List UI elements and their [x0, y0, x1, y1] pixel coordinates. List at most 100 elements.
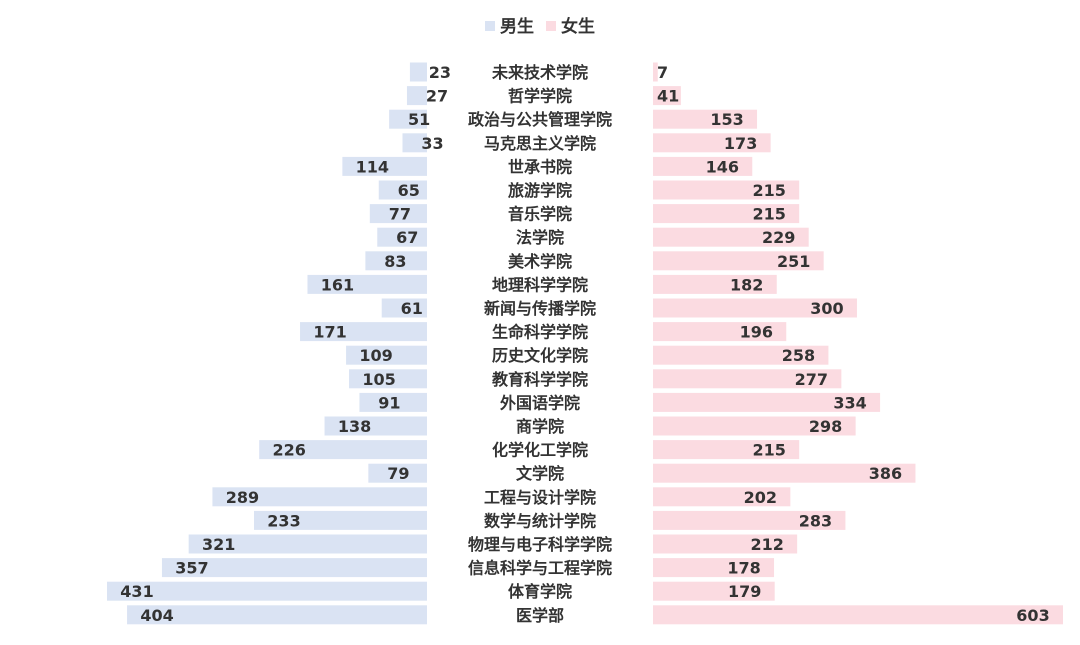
male-bar [349, 369, 427, 389]
male-bar [389, 109, 427, 129]
male-bar [307, 274, 427, 294]
male-bar [368, 463, 427, 483]
male-bar [359, 392, 427, 412]
male-bar [324, 416, 427, 436]
female-value-label: 173 [724, 134, 757, 153]
male-bar [188, 534, 427, 554]
male-value-label: 105 [362, 370, 395, 389]
female-bar [653, 109, 758, 129]
male-bar [369, 204, 427, 224]
female-bar [653, 133, 771, 153]
male-bar [254, 510, 427, 530]
category-label: 商学院 [516, 417, 564, 436]
male-bar [409, 62, 427, 82]
male-value-label: 171 [313, 323, 346, 342]
male-bar [107, 581, 427, 601]
male-value-label: 91 [378, 393, 400, 412]
female-bar [653, 204, 800, 224]
female-bar [653, 392, 881, 412]
female-value-label: 251 [777, 252, 810, 271]
category-label: 数学与统计学院 [484, 511, 596, 530]
category-label: 体育学院 [508, 582, 572, 601]
male-bar [259, 440, 427, 460]
male-bar [212, 487, 427, 507]
female-bar [653, 345, 829, 365]
female-bar [653, 581, 775, 601]
female-value-label: 283 [799, 511, 832, 530]
category-label: 生命科学学院 [492, 323, 588, 342]
female-value-label: 202 [744, 488, 777, 507]
category-label: 外国语学院 [499, 393, 580, 412]
category-label: 新闻与传播学院 [484, 299, 596, 318]
male-value-label: 161 [321, 275, 354, 294]
legend-male-swatch [485, 21, 495, 31]
female-bar [653, 534, 798, 554]
female-bar [653, 180, 800, 200]
male-value-label: 357 [175, 559, 208, 578]
female-bar [653, 156, 753, 176]
female-bar [653, 369, 842, 389]
male-value-label: 67 [396, 228, 418, 247]
category-label: 文学院 [516, 464, 564, 483]
male-value-label: 289 [226, 488, 259, 507]
female-bar [653, 227, 809, 247]
female-bar [653, 558, 775, 578]
female-value-label: 153 [710, 110, 743, 129]
female-value-label: 215 [752, 181, 785, 200]
category-label: 政治与公共管理学院 [468, 110, 612, 129]
category-label: 法学院 [516, 228, 564, 247]
male-value-label: 33 [421, 134, 443, 153]
category-label: 音乐学院 [508, 205, 572, 224]
female-value-label: 386 [869, 464, 902, 483]
female-bar [653, 416, 856, 436]
male-value-label: 321 [202, 535, 235, 554]
female-value-label: 229 [762, 228, 795, 247]
male-value-label: 109 [359, 346, 392, 365]
category-label: 哲学学院 [508, 87, 572, 106]
female-value-label: 334 [833, 393, 866, 412]
female-value-label: 277 [795, 370, 828, 389]
male-bar [342, 156, 427, 176]
male-value-label: 83 [384, 252, 406, 271]
male-value-label: 138 [338, 417, 371, 436]
category-label: 地理科学学院 [492, 275, 588, 294]
category-labels: 未来技术学院哲学学院政治与公共管理学院马克思主义学院世承书院旅游学院音乐学院法学… [468, 63, 612, 625]
legend-female-swatch [546, 21, 556, 31]
female-value-label: 212 [750, 535, 783, 554]
male-bars: 23 27 51 33 114 65 77 67 83 161 61 171 109 105 91 138 22… [107, 62, 451, 625]
category-label: 美术学院 [508, 252, 572, 271]
male-value-label: 233 [267, 511, 300, 530]
male-bar [346, 345, 427, 365]
male-value-label: 431 [120, 582, 153, 601]
female-value-label: 298 [809, 417, 842, 436]
male-value-label: 114 [356, 157, 389, 176]
male-bar [300, 322, 427, 342]
female-bar [653, 510, 846, 530]
male-value-label: 23 [429, 63, 451, 82]
female-bar [653, 463, 916, 483]
female-bar [653, 251, 824, 271]
male-value-label: 77 [389, 205, 411, 224]
male-value-label: 27 [426, 87, 448, 106]
male-bar [378, 180, 427, 200]
female-bar [653, 298, 857, 318]
male-bar [381, 298, 427, 318]
female-value-label: 603 [1016, 606, 1049, 625]
female-value-label: 182 [730, 275, 763, 294]
male-value-label: 51 [408, 110, 430, 129]
male-bar [161, 558, 427, 578]
female-value-label: 215 [752, 205, 785, 224]
legend-male-label: 男生 [500, 16, 534, 37]
female-bars: 7 41 153 173 146 215 215 229 251 182 300 196 258 277 3… [653, 62, 1063, 625]
female-value-label: 7 [657, 63, 668, 82]
male-value-label: 61 [401, 299, 423, 318]
category-label: 历史文化学院 [492, 346, 588, 365]
category-label: 旅游学院 [508, 181, 572, 200]
female-value-label: 215 [752, 441, 785, 460]
male-bar [402, 133, 427, 153]
male-bar [377, 227, 427, 247]
category-label: 马克思主义学院 [484, 134, 596, 153]
male-value-label: 404 [140, 606, 173, 625]
male-value-label: 65 [398, 181, 420, 200]
